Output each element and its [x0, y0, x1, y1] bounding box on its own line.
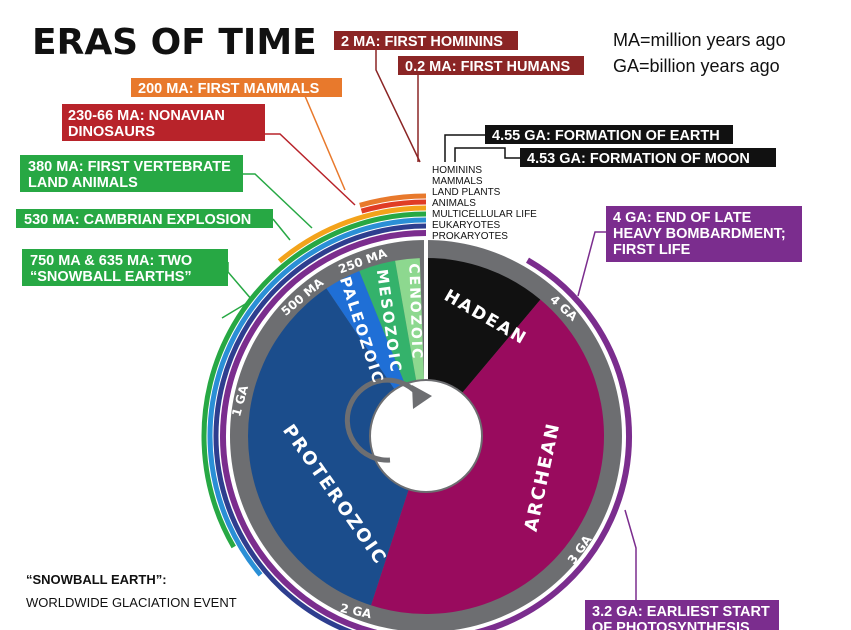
ring-animals [201, 211, 427, 549]
callout-text-line2: “SNOWBALL EARTHS” [30, 269, 192, 285]
callout-first-mammals: 200 MA: FIRST MAMMALS [131, 78, 342, 97]
callout-late-heavy-bombardment: 4 GA: END OF LATE HEAVY BOMBARDMENT; FIR… [606, 206, 802, 262]
legend-mammals: MAMMALS [432, 176, 483, 187]
callout-box [131, 78, 342, 97]
legend-animals: ANIMALS [432, 198, 476, 209]
callout-formation-of-moon: 4.53 GA: FORMATION OF MOON [520, 148, 776, 167]
note-text: WORLDWIDE GLACIATION EVENT [26, 595, 237, 610]
callout-first-hominins: 2 MA: FIRST HOMININS [334, 31, 518, 50]
era-label-cenozoic: CENOZOIC [405, 263, 424, 360]
ring-prokaryotes [220, 230, 632, 630]
ring-hominins [359, 193, 427, 208]
note-title: “SNOWBALL EARTH”: [26, 572, 167, 587]
callout-text-line1: 230-66 MA: NONAVIAN [68, 108, 225, 124]
callout-text-line2: LAND ANIMALS [28, 175, 138, 191]
callout-text-line1: 380 MA: FIRST VERTEBRATE [28, 159, 231, 175]
callout-box [485, 125, 733, 144]
legend-eukaryotes: EUKARYOTES [432, 220, 500, 231]
ring-multicellular [207, 217, 427, 577]
abbreviation-ga: GA=billion years ago [613, 56, 780, 76]
callout-text: 4.55 GA: FORMATION OF EARTH [492, 128, 720, 144]
callout-photosynthesis: 3.2 GA: EARLIEST START OF PHOTOSYNTHESIS [585, 600, 779, 630]
legend-prokaryotes: PROKARYOTES [432, 231, 508, 242]
callout-text: 530 MA: CAMBRIAN EXPLOSION [24, 212, 251, 228]
rotation-arrow-icon [344, 377, 423, 463]
callout-cambrian-explosion: 530 MA: CAMBRIAN EXPLOSION [16, 209, 273, 228]
era-wedge-archean [370, 299, 604, 614]
callout-box [520, 148, 776, 167]
callout-text-line2: DINOSAURS [68, 124, 155, 140]
callout-text-line1: 3.2 GA: EARLIEST START [592, 604, 770, 620]
callout-box [606, 206, 802, 262]
callout-connectors [221, 48, 637, 600]
callout-text-line2: OF PHOTOSYNTHESIS [592, 620, 750, 630]
callout-box [20, 155, 243, 192]
callout-text-line3: FIRST LIFE [613, 242, 691, 258]
rotation-arrowhead-icon [412, 385, 432, 409]
callout-box [16, 209, 273, 228]
callout-box [62, 104, 265, 141]
callout-box [22, 249, 228, 286]
callout-box [585, 600, 779, 630]
abbreviation-ma: MA=million years ago [613, 30, 786, 50]
callout-text: 200 MA: FIRST MAMMALS [138, 81, 320, 97]
legend-multicellular-life: MULTICELLULAR LIFE [432, 209, 537, 220]
life-timeline-rings [201, 193, 632, 630]
center-circle [369, 379, 483, 493]
callout-text-line1: 4 GA: END OF LATE [613, 210, 752, 226]
page-title: ERAS OF TIME [32, 22, 317, 63]
legend-hominins: HOMININS [432, 165, 482, 176]
callout-snowball-earths: 750 MA & 635 MA: TWO “SNOWBALL EARTHS” [22, 249, 228, 286]
callout-formation-of-earth: 4.55 GA: FORMATION OF EARTH [485, 125, 733, 144]
callout-first-vertebrate-land-animals: 380 MA: FIRST VERTEBRATE LAND ANIMALS [20, 155, 243, 192]
legend-land-plants: LAND PLANTS [432, 187, 501, 198]
ring-legend: HOMININS MAMMALS LAND PLANTS ANIMALS MUL… [432, 165, 537, 242]
callout-text: 4.53 GA: FORMATION OF MOON [527, 151, 750, 167]
callout-text: 0.2 MA: FIRST HUMANS [405, 59, 570, 75]
callout-text: 2 MA: FIRST HOMININS [341, 34, 503, 50]
ring-mammals [360, 199, 427, 214]
callout-box [334, 31, 518, 50]
tick-label-2ga: 2 GA [339, 601, 374, 621]
era-wedge-proterozoic [247, 288, 426, 606]
ring-eukaryotes [213, 223, 427, 630]
callout-text-line2: HEAVY BOMBARDMENT; [613, 226, 786, 242]
callout-text-line1: 750 MA & 635 MA: TWO [30, 253, 192, 269]
callout-first-humans: 0.2 MA: FIRST HUMANS [398, 56, 584, 75]
callout-nonavian-dinosaurs: 230-66 MA: NONAVIAN DINOSAURS [62, 104, 265, 141]
ring-land-plants [277, 205, 427, 264]
callout-box [398, 56, 584, 75]
